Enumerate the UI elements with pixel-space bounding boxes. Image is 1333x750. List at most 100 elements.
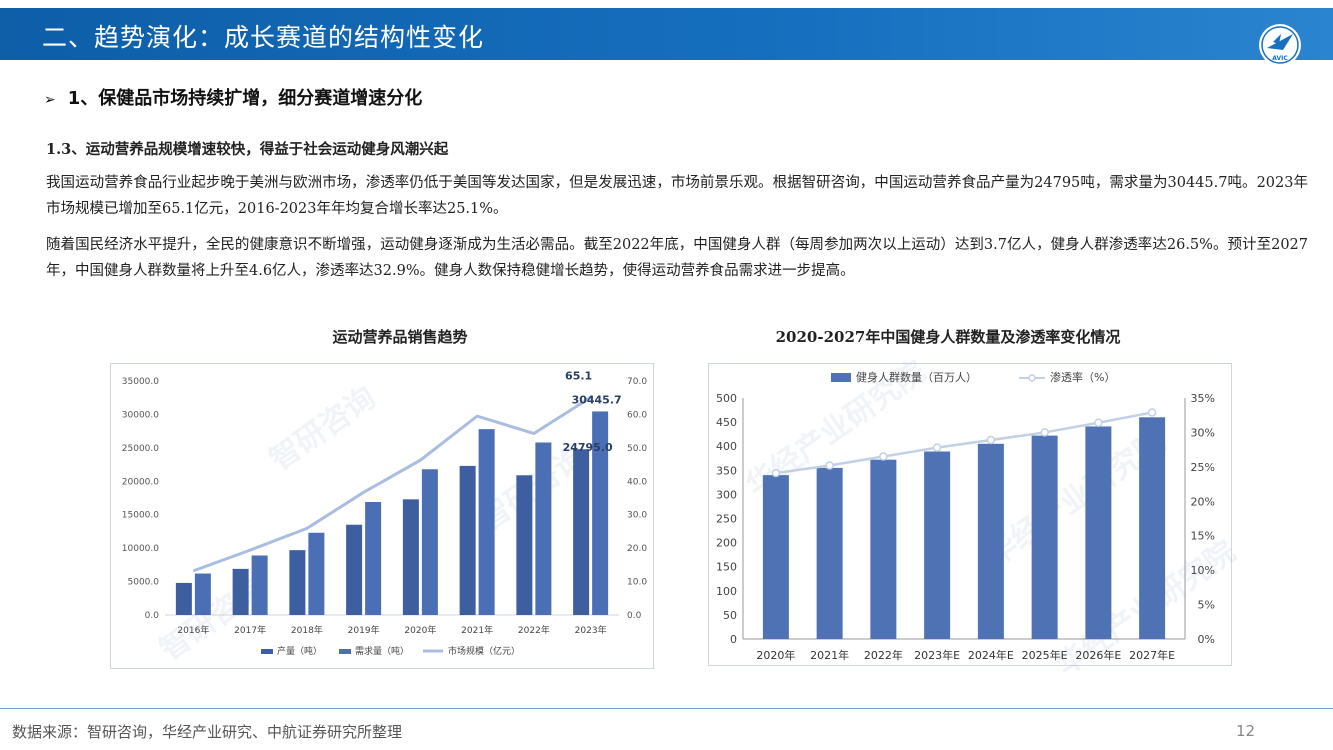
y-tick-label: 400 (716, 440, 737, 453)
bar-production (289, 550, 306, 615)
avic-logo-icon: AVIC (1259, 24, 1301, 66)
y-tick-label: 35000.0 (122, 377, 159, 387)
bar-demand (535, 442, 552, 615)
y2-tick-label: 40.0 (627, 477, 647, 487)
bar-fitness-population (924, 451, 951, 639)
market-size-line (192, 396, 592, 573)
data-label-production: 24795.0 (563, 441, 613, 454)
bar-demand (592, 411, 609, 615)
y2-tick-label: 15% (1191, 530, 1215, 543)
legend-label-demand: 需求量（吨） (355, 645, 409, 657)
bar-demand (251, 555, 268, 615)
legend-swatch-demand (339, 649, 351, 654)
chart1-title: 运动营养品销售趋势 (332, 328, 468, 346)
legend-point-penetration (1028, 374, 1036, 382)
sub-heading: 1.3、运动营养品规模增速较快，得益于社会运动健身风潮兴起 (46, 141, 449, 158)
y-tick-label: 350 (716, 464, 737, 477)
y-tick-label: 200 (716, 537, 737, 550)
bar-production (459, 465, 476, 615)
legend-label-market-size: 市场规模（亿元） (448, 645, 520, 657)
chart2-title: 2020-2027年中国健身人群数量及渗透率变化情况 (775, 328, 1121, 346)
x-tick-label: 2020年 (404, 624, 436, 636)
y2-tick-label: 50.0 (627, 444, 647, 454)
x-tick-label: 2027年E (1129, 648, 1175, 662)
bar-demand (308, 532, 325, 615)
x-tick-label: 2020年 (756, 648, 795, 662)
x-tick-label: 2025年E (1022, 648, 1068, 662)
penetration-point (879, 452, 888, 461)
paragraph-2: 随着国民经济水平提升，全民的健康意识不断增强，运动健身逐渐成为生活必需品。截至2… (46, 237, 1308, 279)
x-tick-label: 2021年 (461, 624, 493, 636)
y-tick-label: 0 (730, 633, 737, 646)
data-label-demand: 30445.7 (572, 393, 622, 406)
y2-tick-label: 20% (1191, 495, 1215, 508)
legend-label-production: 产量（吨） (277, 645, 322, 657)
penetration-point (1040, 428, 1049, 437)
y-tick-label: 30000.0 (122, 410, 159, 420)
y2-tick-label: 30.0 (627, 511, 647, 521)
x-tick-label: 2022年 (864, 648, 903, 662)
bar-production (346, 524, 363, 615)
y2-tick-label: 10.0 (627, 578, 647, 588)
penetration-point (932, 443, 942, 452)
y-tick-label: 450 (716, 416, 737, 429)
bar-demand (194, 573, 211, 615)
penetration-line (775, 411, 1153, 475)
x-tick-label: 2024年E (968, 648, 1014, 662)
bar-production (175, 582, 192, 615)
y-tick-label: 500 (716, 392, 737, 405)
x-tick-label: 2017年 (234, 624, 266, 636)
y2-tick-label: 20.0 (627, 544, 647, 554)
x-tick-label: 2022年 (518, 624, 550, 636)
y2-tick-label: 30% (1191, 426, 1215, 439)
x-tick-label: 2023年E (914, 648, 960, 662)
bullet-arrow-icon: ➢ (44, 92, 56, 108)
x-tick-label: 2021年 (810, 648, 849, 662)
chart2-svg: 0 50 100 150 200 250 300 350 400 450 500 0% 5% 10% 15%… (716, 370, 1215, 662)
bar-demand (421, 469, 438, 615)
data-label-market-size: 65.1 (565, 369, 592, 382)
x-tick-label: 2018年 (291, 624, 323, 636)
legend-label-penetration: 渗透率（%） (1050, 370, 1115, 384)
page-title: 二、趋势演化：成长赛道的结构性变化 (42, 23, 485, 52)
chart2-box: 华经产业研究院 华经产业研究院 华经产业研究院 0501001502002503… (708, 354, 1242, 683)
y-tick-label: 10000.0 (122, 544, 159, 554)
data-source: 数据来源：智研咨询，华经产业研究、中航证券研究所整理 (12, 723, 403, 741)
legend-label-population: 健身人群数量（百万人） (856, 370, 977, 384)
penetration-point (825, 461, 834, 470)
y2-tick-label: 10% (1191, 564, 1215, 577)
x-tick-label: 2016年 (177, 624, 209, 636)
y2-tick-label: 35% (1191, 392, 1215, 405)
footer-divider (0, 708, 1333, 709)
legend-swatch-population (831, 373, 851, 382)
y2-tick-label: 0.0 (627, 611, 642, 621)
section-title: ➢ 1、保健品市场持续扩增，细分赛道增速分化 (44, 84, 422, 110)
y-tick-label: 25000.0 (122, 444, 159, 454)
bar-demand (365, 502, 382, 615)
y-tick-label: 5000.0 (128, 578, 160, 588)
y-tick-label: 15000.0 (122, 511, 159, 521)
penetration-point (986, 435, 996, 445)
y2-tick-label: 25% (1191, 461, 1215, 474)
penetration-point (1147, 408, 1157, 417)
bar-fitness-population (762, 475, 789, 639)
y-tick-label: 0.0 (145, 611, 160, 621)
y2-tick-label: 60.0 (627, 410, 647, 420)
bar-production (402, 499, 419, 615)
y-tick-label: 100 (716, 585, 737, 598)
bar-production (516, 475, 533, 615)
bar-production (232, 568, 249, 615)
x-tick-label: 2026年E (1075, 648, 1121, 662)
section-title-text: 1、保健品市场持续扩增，细分赛道增速分化 (67, 88, 423, 109)
y-tick-label: 300 (716, 488, 737, 501)
penetration-point (771, 468, 781, 478)
penetration-point (1094, 418, 1103, 428)
y-tick-label: 150 (716, 561, 737, 574)
bar-fitness-population (1085, 426, 1112, 639)
legend-swatch-production (261, 649, 273, 654)
logo-text: AVIC (1272, 55, 1288, 62)
bar-fitness-population (977, 443, 1004, 639)
bar-fitness-population (1139, 417, 1166, 639)
bar-demand (478, 429, 495, 615)
y-tick-label: 50 (723, 609, 737, 622)
